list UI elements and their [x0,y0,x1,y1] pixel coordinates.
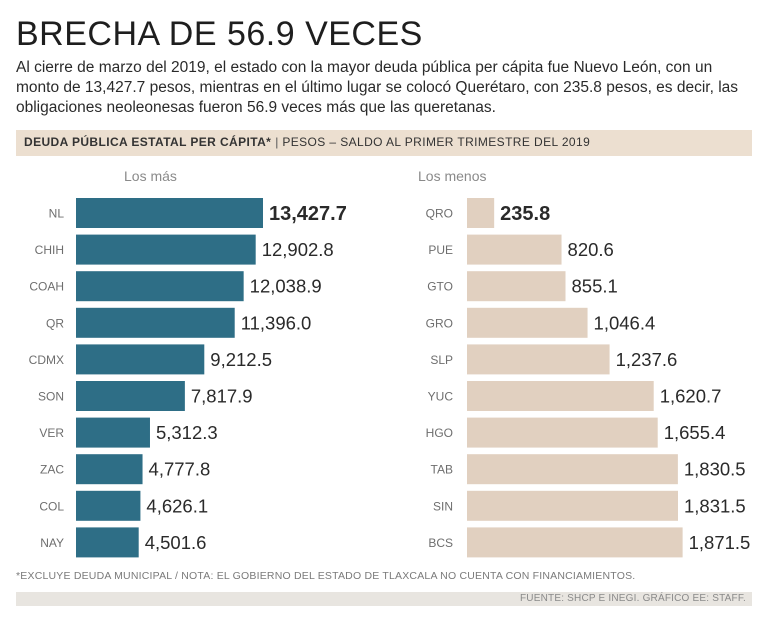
bar-mas-chih [76,234,256,265]
chart-header-separator: | [275,135,279,149]
value-label-mas: 11,396.0 [241,312,312,333]
category-label-mas: COL [39,499,64,513]
chart-header-title: DEUDA PÚBLICA ESTATAL PER CÁPITA* [24,135,272,149]
bar-menos-sin [467,490,679,521]
bar-menos-qro [467,198,495,228]
bar-mas-cdmx [76,344,205,375]
category-label-mas: QR [46,316,64,330]
bar-mas-nay [76,527,139,558]
bar-mas-nl [76,198,263,228]
bar-mas-ver [76,417,150,448]
source-band: FUENTE: SHCP E INEGI. GRÁFICO EE: STAFF. [16,592,752,606]
bar-menos-yuc [467,381,654,411]
bar-mas-son [76,381,185,411]
value-label-menos: 1,871.5 [689,532,751,553]
bar-menos-tab [467,454,678,485]
panel-title-los-menos: Los menos [418,168,487,184]
bar-menos-gto [467,271,566,302]
value-label-mas: 4,626.1 [146,495,208,516]
value-label-mas: 7,817.9 [191,386,253,407]
category-label-mas: CDMX [29,353,64,367]
category-label-menos: GRO [426,316,453,330]
category-label-menos: TAB [431,463,453,477]
bar-menos-gro [467,307,588,338]
category-label-mas: VER [39,426,64,440]
chart-header-unit: PESOS – SALDO AL PRIMER TRIMESTRE DEL 20… [282,135,591,149]
bar-menos-hgo [467,417,658,448]
bar-mas-zac [76,454,143,485]
chart-header-band: DEUDA PÚBLICA ESTATAL PER CÁPITA* | PESOS … [16,130,752,156]
bar-menos-pue [467,234,562,265]
value-label-menos: 1,655.4 [664,422,726,443]
value-label-menos: 820.6 [568,239,614,260]
category-label-menos: SIN [433,499,453,513]
bar-mas-qr [76,307,235,338]
category-label-menos: YUC [428,390,454,404]
value-label-mas: 9,212.5 [210,349,272,370]
value-label-mas: 5,312.3 [156,422,218,443]
value-label-menos: 1,830.5 [684,459,746,480]
category-label-mas: NAY [40,536,64,550]
chart-header-text: DEUDA PÚBLICA ESTATAL PER CÁPITA* | PESOS … [24,135,590,149]
category-label-mas: NL [49,207,65,221]
value-label-mas: 13,427.7 [269,203,347,225]
category-label-mas: ZAC [40,463,64,477]
category-label-menos: QRO [426,207,453,221]
category-label-mas: SON [38,390,64,404]
subtitle: Al cierre de marzo del 2019, el estado c… [16,59,739,116]
bar-mas-coah [76,271,244,302]
value-label-menos: 235.8 [500,203,550,225]
panel-title-los-mas: Los más [124,168,177,184]
value-label-mas: 12,038.9 [250,276,322,297]
category-label-menos: PUE [428,243,453,257]
category-label-mas: COAH [29,280,64,294]
page-title: BRECHA DE 56.9 VECES [16,15,423,53]
bar-mas-col [76,490,141,521]
source-text: FUENTE: SHCP E INEGI. GRÁFICO EE: STAFF. [520,593,746,604]
bar-menos-slp [467,344,610,375]
category-label-mas: CHIH [35,243,64,257]
value-label-mas: 4,501.6 [145,532,207,553]
category-label-menos: BCS [428,536,453,550]
value-label-mas: 4,777.8 [149,459,211,480]
category-label-menos: SLP [430,353,453,367]
value-label-menos: 1,237.6 [616,349,678,370]
value-label-menos: 855.1 [572,276,618,297]
value-label-menos: 1,831.5 [684,495,746,516]
category-label-menos: GTO [427,280,453,294]
value-label-menos: 1,620.7 [660,386,722,407]
bar-menos-bcs [467,527,683,558]
value-label-menos: 1,046.4 [594,312,656,333]
category-label-menos: HGO [426,426,453,440]
value-label-mas: 12,902.8 [262,239,334,260]
footnote: *EXCLUYE DEUDA MUNICIPAL / NOTA: EL GOBI… [16,570,636,582]
